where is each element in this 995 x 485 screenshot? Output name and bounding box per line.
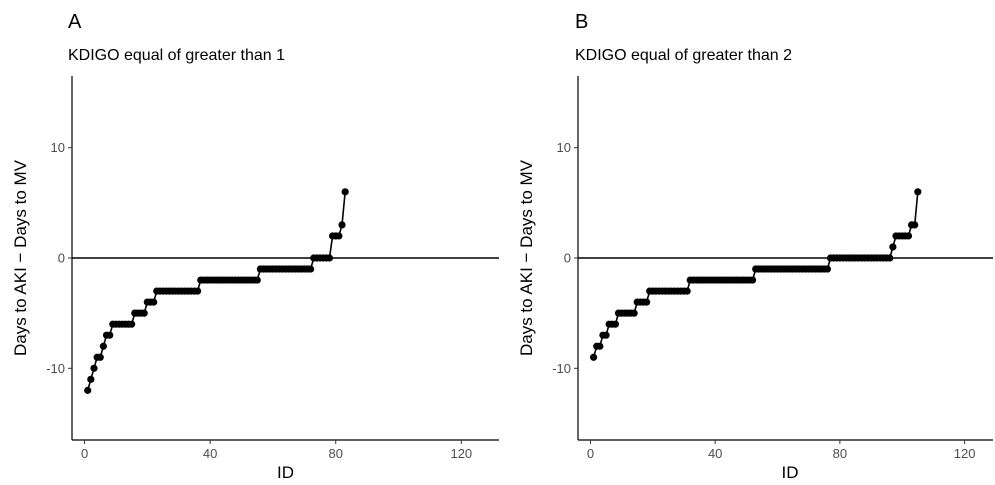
panel-a-data-point bbox=[84, 386, 92, 394]
panel-b-data-point bbox=[904, 232, 913, 240]
panel-a-y-tick-label: -10 bbox=[46, 361, 65, 376]
panel-b-y-axis-title: Days to AKI − Days to MV bbox=[517, 159, 536, 356]
panel-b-x-tick-label: 0 bbox=[587, 446, 594, 461]
panel-b-data-point bbox=[683, 287, 691, 295]
panel-b-y-tick-label: 0 bbox=[564, 251, 571, 266]
panel-b-data-point bbox=[589, 353, 598, 361]
panel-a-x-tick-label: 40 bbox=[203, 446, 217, 461]
panel-a-data-point bbox=[325, 254, 334, 262]
panel-b-data-point bbox=[889, 243, 897, 251]
panel-a-data-point bbox=[99, 342, 107, 350]
panel-b-data-point bbox=[914, 188, 922, 196]
panel-a-x-tick-label: 120 bbox=[450, 446, 472, 461]
panel-a-data-point bbox=[193, 287, 202, 295]
panel-b-y-tick-label: 10 bbox=[557, 140, 571, 155]
panel-a-data-point bbox=[90, 364, 98, 372]
panel-b-title: KDIGO equal of greater than 2 bbox=[575, 47, 792, 64]
panel-b: B KDIGO equal of greater than 2 Days to … bbox=[517, 11, 993, 482]
panel-b-data-point bbox=[748, 276, 757, 284]
panel-b-series-line bbox=[592, 191, 919, 358]
panel-b-data-point bbox=[886, 254, 894, 262]
panel-b-data-point bbox=[630, 309, 638, 317]
panel-a-data-point bbox=[87, 375, 95, 383]
panel-b-data-point bbox=[642, 298, 651, 306]
panel-a-data-point bbox=[96, 353, 104, 361]
panel-b-y-tick-label: -10 bbox=[552, 361, 571, 376]
panel-a: A KDIGO equal of greater than 1 Days to … bbox=[11, 11, 499, 482]
panel-a-data-point bbox=[128, 320, 136, 328]
panel-b-data-point bbox=[596, 342, 604, 350]
panel-a-x-tick-label: 0 bbox=[81, 446, 88, 461]
panel-b-data-point bbox=[911, 221, 919, 229]
panel-a-data-point bbox=[338, 221, 346, 229]
panel-a-x-axis-title: ID bbox=[277, 463, 294, 482]
panel-a-y-tick-label: 10 bbox=[51, 140, 65, 155]
panel-a-y-tick-label: 0 bbox=[58, 251, 65, 266]
panel-b-x-tick-label: 80 bbox=[833, 446, 847, 461]
panel-a-y-axis-title: Days to AKI − Days to MV bbox=[11, 159, 30, 356]
panel-a-data-point bbox=[106, 331, 114, 339]
panel-b-x-tick-label: 120 bbox=[954, 446, 976, 461]
panel-b-data-point bbox=[611, 320, 620, 328]
panel-a-series-line bbox=[86, 191, 346, 391]
panel-a-data-point bbox=[341, 188, 349, 196]
panel-a-data-point bbox=[335, 232, 343, 240]
panel-b-x-axis-title: ID bbox=[782, 463, 799, 482]
panel-a-title: KDIGO equal of greater than 1 bbox=[68, 47, 285, 64]
panel-a-x-tick-label: 80 bbox=[329, 446, 343, 461]
panel-a-data-point bbox=[307, 265, 315, 273]
panel-b-data-point bbox=[823, 265, 832, 273]
panel-a-data-point bbox=[253, 276, 261, 284]
panel-a-data-point bbox=[150, 298, 158, 306]
panel-a-letter: A bbox=[68, 11, 82, 33]
panel-b-letter: B bbox=[575, 11, 588, 33]
panel-b-x-tick-label: 40 bbox=[708, 446, 722, 461]
panel-b-data-point bbox=[602, 331, 610, 339]
panel-a-data-point bbox=[140, 309, 148, 317]
